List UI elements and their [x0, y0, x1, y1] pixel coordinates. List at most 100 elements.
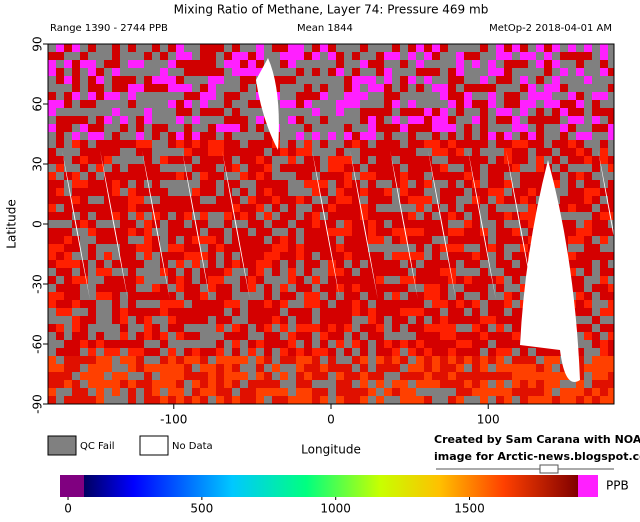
- map-cell: [496, 212, 504, 220]
- map-cell: [408, 44, 416, 52]
- map-cell: [176, 284, 184, 292]
- y-axis-label: Latitude: [5, 199, 19, 248]
- map-cell: [160, 372, 168, 380]
- map-cell: [56, 332, 64, 340]
- map-cell: [608, 180, 614, 188]
- map-cell: [400, 180, 408, 188]
- map-cell: [216, 124, 224, 132]
- map-cell: [328, 364, 336, 372]
- map-cell: [376, 396, 384, 404]
- map-cell: [432, 380, 440, 388]
- map-cell: [376, 364, 384, 372]
- map-cell: [512, 188, 520, 196]
- map-cell: [416, 308, 424, 316]
- map-cell: [168, 244, 176, 252]
- map-cell: [560, 396, 568, 404]
- map-cell: [200, 236, 208, 244]
- map-cell: [600, 156, 608, 164]
- map-cell: [224, 332, 232, 340]
- map-cell: [416, 356, 424, 364]
- colorbar-tick-label: 0: [64, 502, 72, 516]
- map-cell: [608, 228, 614, 236]
- map-cell: [368, 60, 376, 68]
- map-cell: [448, 276, 456, 284]
- map-cell: [96, 188, 104, 196]
- map-cell: [112, 348, 120, 356]
- map-cell: [528, 212, 536, 220]
- map-cell: [408, 276, 416, 284]
- y-tick-label: 90: [31, 36, 45, 51]
- map-cell: [272, 204, 280, 212]
- map-cell: [512, 148, 520, 156]
- map-cell: [48, 276, 56, 284]
- map-cell: [336, 60, 344, 68]
- map-cell: [288, 44, 296, 52]
- map-cell: [256, 172, 264, 180]
- map-cell: [400, 396, 408, 404]
- map-cell: [200, 132, 208, 140]
- map-cell: [224, 204, 232, 212]
- map-cell: [280, 52, 288, 60]
- map-cell: [280, 148, 288, 156]
- map-cell: [280, 244, 288, 252]
- map-cell: [448, 204, 456, 212]
- map-cell: [72, 348, 80, 356]
- map-cell: [176, 132, 184, 140]
- map-cell: [336, 316, 344, 324]
- map-cell: [264, 380, 272, 388]
- map-cell: [80, 124, 88, 132]
- map-cell: [232, 340, 240, 348]
- map-cell: [72, 188, 80, 196]
- map-cell: [56, 380, 64, 388]
- map-cell: [144, 188, 152, 196]
- map-cell: [360, 380, 368, 388]
- map-cell: [576, 252, 584, 260]
- map-cell: [232, 164, 240, 172]
- map-cell: [288, 268, 296, 276]
- map-cell: [216, 108, 224, 116]
- map-cell: [72, 396, 80, 404]
- map-cell: [104, 252, 112, 260]
- map-cell: [456, 300, 464, 308]
- map-cell: [376, 116, 384, 124]
- map-cell: [456, 172, 464, 180]
- map-cell: [128, 92, 136, 100]
- map-cell: [248, 212, 256, 220]
- map-cell: [392, 44, 400, 52]
- map-cell: [544, 380, 552, 388]
- map-cell: [72, 292, 80, 300]
- map-cell: [416, 380, 424, 388]
- map-cell: [344, 324, 352, 332]
- map-cell: [368, 76, 376, 84]
- map-cell: [472, 308, 480, 316]
- map-cell: [560, 372, 568, 380]
- map-cell: [344, 388, 352, 396]
- map-cell: [152, 180, 160, 188]
- map-cell: [504, 364, 512, 372]
- map-cell: [240, 236, 248, 244]
- map-cell: [512, 124, 520, 132]
- map-cell: [552, 348, 560, 356]
- map-cell: [472, 348, 480, 356]
- map-cell: [608, 396, 614, 404]
- map-cell: [128, 44, 136, 52]
- map-cell: [416, 276, 424, 284]
- map-cell: [360, 348, 368, 356]
- map-cell: [608, 340, 614, 348]
- map-cell: [536, 60, 544, 68]
- map-cell: [192, 252, 200, 260]
- map-cell: [104, 340, 112, 348]
- map-cell: [176, 396, 184, 404]
- map-cell: [80, 332, 88, 340]
- map-cell: [168, 44, 176, 52]
- map-cell: [320, 172, 328, 180]
- map-cell: [168, 204, 176, 212]
- map-cell: [208, 156, 216, 164]
- map-cell: [240, 116, 248, 124]
- map-cell: [232, 60, 240, 68]
- map-cell: [560, 220, 568, 228]
- map-cell: [248, 204, 256, 212]
- map-cell: [456, 308, 464, 316]
- map-cell: [200, 68, 208, 76]
- map-cell: [520, 380, 528, 388]
